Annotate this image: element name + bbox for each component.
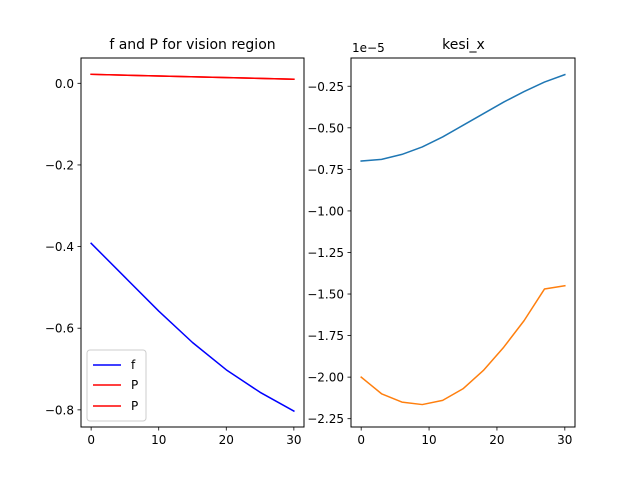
x-axis: 0 10 20 30	[357, 427, 572, 447]
y-tick-label: −0.25	[307, 80, 344, 94]
legend-label-p-2: P	[131, 399, 138, 413]
series-line-1	[360, 73, 566, 162]
y-axis: −0.25 −0.50 −0.75 −1.00 −1.25 −1.50 −1.75 −2.00…	[307, 80, 351, 426]
y-axis: 0.0 −0.2 −0.4 −0.6 −0.8	[45, 77, 81, 417]
series-line-p-2	[90, 73, 295, 80]
y-tick-label: −0.4	[45, 240, 74, 254]
legend-label-f: f	[131, 358, 136, 372]
x-tick-label: 20	[489, 433, 504, 447]
chart-title: kesi_x	[442, 37, 485, 53]
y-tick-label: −1.25	[307, 246, 344, 260]
x-tick-label: 30	[286, 433, 301, 447]
y-tick-label: −2.00	[307, 371, 344, 385]
y-tick-label: −2.25	[307, 412, 344, 426]
legend: f P P	[86, 349, 147, 422]
x-tick-label: 0	[87, 433, 95, 447]
x-tick-label: 0	[357, 433, 365, 447]
x-tick-label: 30	[557, 433, 572, 447]
x-axis: 0 10 20 30	[87, 427, 302, 447]
chart-title: f and P for vision region	[109, 37, 275, 53]
panel-kesi-x: kesi_x 1e−5 0 10 20 30 −0.25 −0.50 −0.75 −1.00…	[307, 37, 576, 447]
y-tick-label: −0.2	[45, 158, 74, 172]
legend-label-p: P	[131, 378, 138, 392]
x-tick-label: 10	[151, 433, 166, 447]
axes-frame	[350, 57, 576, 428]
panel-f-and-p: f and P for vision region 0 10 20 30 0.0 −0.…	[45, 37, 305, 447]
plot-area	[90, 73, 295, 413]
y-tick-label: −1.50	[307, 288, 344, 302]
y-tick-label: −1.00	[307, 204, 344, 218]
x-tick-label: 10	[421, 433, 436, 447]
series-line-f	[90, 242, 295, 413]
axes-frame	[80, 57, 305, 428]
x-tick-label: 20	[219, 433, 234, 447]
y-tick-label: −0.6	[45, 322, 74, 336]
y-tick-label: −0.8	[45, 403, 74, 417]
y-tick-label: −0.75	[307, 163, 344, 177]
series-line-2	[360, 284, 566, 406]
plot-area	[360, 73, 566, 406]
y-tick-label: −1.75	[307, 329, 344, 343]
y-tick-label: 0.0	[55, 77, 74, 91]
y-tick-label: −0.50	[307, 121, 344, 135]
axis-offset-label: 1e−5	[352, 41, 385, 55]
